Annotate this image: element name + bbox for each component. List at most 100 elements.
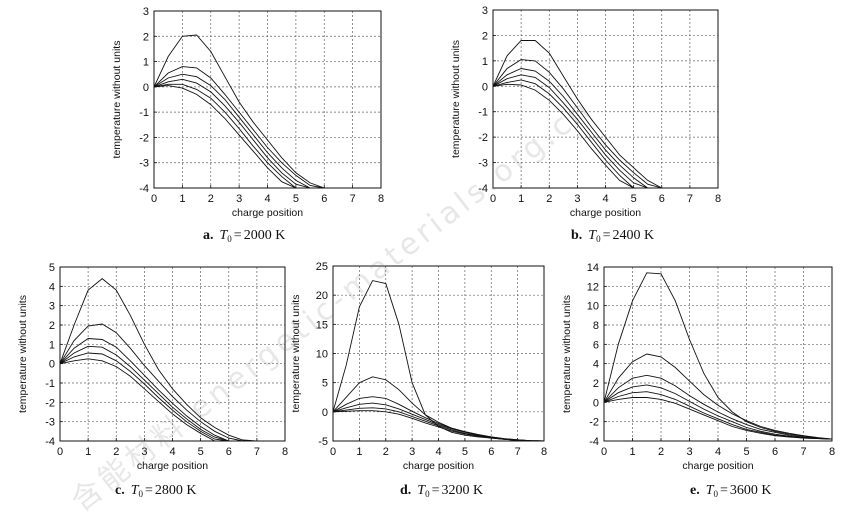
x-tick-label: 5	[198, 446, 204, 458]
x-tick-label: 4	[264, 193, 270, 205]
caption-variable: T	[588, 228, 597, 243]
x-tick-label: 5	[462, 446, 468, 458]
x-tick-label: 5	[631, 193, 637, 205]
x-tick-label: 7	[515, 446, 521, 458]
series-line-4	[492, 74, 648, 189]
series-line-2	[59, 323, 243, 442]
x-tick-label: 7	[800, 446, 806, 458]
series-line-2	[153, 66, 325, 189]
x-tick-label: 8	[378, 193, 384, 205]
y-tick-label: -2	[139, 132, 149, 144]
caption-c: c. T0 = 2800 K	[115, 483, 197, 499]
y-tick-label: -3	[45, 417, 55, 429]
y-tick-label: -4	[139, 183, 149, 195]
y-tick-label: 2	[593, 378, 599, 390]
series-line-4	[153, 78, 311, 189]
x-tick-label: 6	[772, 446, 778, 458]
x-axis-label: charge position	[682, 460, 753, 472]
x-tick-label: 8	[282, 446, 288, 458]
y-tick-label: 3	[49, 301, 55, 313]
caption-unit: K	[275, 228, 286, 243]
y-tick-label: -1	[139, 107, 149, 119]
x-tick-label: 4	[602, 193, 608, 205]
x-tick-label: 0	[490, 193, 496, 205]
series-line-1	[59, 278, 257, 442]
chart-a: 0 1 2 3 4 5 6 7 8 3 2 1 0 -1 -2 -3 -4 charge position temp…	[111, 6, 384, 219]
y-tick-label: 15	[316, 319, 328, 331]
caption-unit: K	[644, 228, 655, 243]
y-tick-label: 3	[143, 6, 149, 18]
caption-e: e. T0 = 3600 K	[690, 483, 772, 499]
x-axis-label: charge position	[570, 207, 641, 219]
chart-b: 0 1 2 3 4 5 6 7 8 3 2 1 0 -1 -2 -3 -4 charge position temp…	[450, 5, 721, 219]
caption-letter: a.	[203, 228, 214, 243]
x-tick-label: 2	[546, 193, 552, 205]
x-tick-label: 1	[518, 193, 524, 205]
caption-unit: K	[761, 483, 772, 498]
caption-subscript: 0	[596, 234, 601, 244]
x-tick-label: 2	[658, 446, 664, 458]
x-tick-label: 4	[715, 446, 721, 458]
x-tick-label: 2	[113, 446, 119, 458]
x-tick-label: 2	[208, 193, 214, 205]
y-tick-label: -3	[139, 158, 149, 170]
caption-letter: c.	[115, 483, 125, 498]
y-tick-label: 2	[49, 320, 55, 332]
x-tick-label: 7	[350, 193, 356, 205]
x-tick-label: 4	[169, 446, 175, 458]
x-tick-label: 3	[236, 193, 242, 205]
y-tick-label: 1	[482, 56, 488, 68]
x-tick-label: 5	[293, 193, 299, 205]
x-tick-label: 3	[574, 193, 580, 205]
y-tick-label: 4	[593, 359, 599, 371]
caption-variable: T	[705, 483, 714, 498]
series-line-1	[492, 40, 663, 189]
series-line-4	[59, 345, 229, 442]
series-line-1	[603, 272, 833, 440]
x-axis-label: charge position	[403, 460, 474, 472]
series-line-3	[492, 68, 648, 189]
caption-letter: b.	[571, 228, 583, 243]
y-tick-label: 5	[49, 262, 55, 274]
x-tick-label: 3	[409, 446, 415, 458]
series-line-1	[153, 34, 325, 189]
caption-b: b. T0 = 2400 K	[571, 228, 655, 244]
y-axis-label: temperature without units	[17, 295, 29, 413]
y-tick-label: -5	[318, 436, 328, 448]
caption-subscript: 0	[713, 489, 719, 499]
caption-value: 3600	[729, 483, 758, 498]
y-tick-label: 10	[587, 301, 599, 313]
series-line-6	[332, 410, 545, 442]
x-tick-label: 2	[383, 446, 389, 458]
y-axis-label: temperature without units	[111, 41, 123, 159]
y-tick-label: 0	[482, 81, 488, 93]
x-tick-label: 7	[254, 446, 260, 458]
caption-letter: e.	[690, 483, 700, 498]
y-tick-label: 0	[593, 397, 599, 409]
x-tick-label: 6	[321, 193, 327, 205]
x-tick-label: 5	[743, 446, 749, 458]
caption-value: 2000	[243, 228, 272, 243]
y-tick-label: -2	[45, 397, 55, 409]
series-line-6	[59, 358, 215, 442]
caption-d: d. T0 = 3200 K	[400, 483, 484, 499]
y-tick-label: 1	[143, 57, 149, 69]
y-tick-label: 1	[49, 339, 55, 351]
y-tick-label: -4	[478, 183, 488, 195]
plot-frame	[603, 266, 833, 442]
series-line-6	[603, 397, 833, 440]
y-tick-label: 5	[322, 378, 328, 390]
x-axis-label: charge position	[232, 207, 303, 219]
y-tick-label: 6	[593, 339, 599, 351]
x-tick-label: 0	[330, 446, 336, 458]
y-tick-label: 0	[322, 407, 328, 419]
chart-c: 0 1 2 3 4 5 6 7 8 5 4 3 2 1 0 -1 -2 -3 -4 charge position te…	[17, 262, 288, 472]
y-axis-label: temperature without units	[450, 40, 462, 158]
caption-variable: T	[219, 228, 228, 243]
x-tick-label: 6	[488, 446, 494, 458]
y-tick-label: -1	[45, 378, 55, 390]
series-line-2	[603, 353, 833, 440]
